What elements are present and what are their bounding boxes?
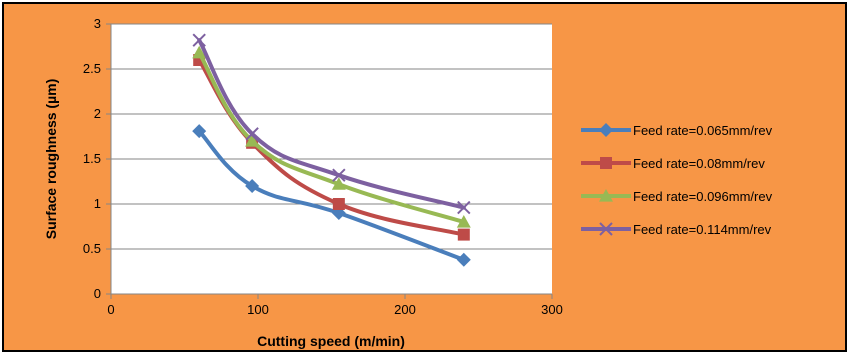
gridlines [111, 23, 552, 250]
series-3 [192, 45, 471, 228]
series-line [197, 50, 466, 224]
legend-entry: Feed rate=0.114mm/rev [581, 222, 772, 237]
data-point [192, 45, 207, 59]
legend-marker [600, 157, 612, 169]
legend-entry: Feed rate=0.08mm/rev [581, 156, 765, 171]
data-point [331, 177, 346, 190]
y-tick-label: 1 [94, 196, 101, 211]
chart-frame: 0 0.5 1 1.5 2 2.5 3 0 100 200 300 Feed rate=0.065m… [2, 2, 847, 352]
x-axis-title: Cutting speed (m/min) [257, 333, 405, 349]
data-point [245, 179, 260, 193]
y-tick-label: 0.5 [83, 241, 101, 256]
y-axis-title: Surface roughness (µm) [43, 79, 59, 240]
x-tick-label: 200 [394, 302, 416, 317]
legend-label: Feed rate=0.08mm/rev [633, 156, 765, 171]
x-marker-stroke [332, 168, 346, 182]
y-tick-label: 3 [94, 16, 101, 31]
y-tick-label: 2 [94, 106, 101, 121]
y-tick-label: 2.5 [83, 61, 101, 76]
legend-marker [599, 189, 613, 202]
legend-label: Feed rate=0.065mm/rev [633, 123, 773, 138]
x-tick-label: 300 [541, 302, 563, 317]
data-point [192, 33, 206, 47]
data-point [192, 124, 207, 139]
x-marker-stroke [192, 33, 206, 47]
data-series [192, 33, 471, 267]
legend-marker [599, 222, 613, 236]
axes: 0 0.5 1 1.5 2 2.5 3 0 100 200 300 [83, 16, 563, 317]
line-chart: 0 0.5 1 1.5 2 2.5 3 0 100 200 300 Feed rate=0.065m… [43, 16, 773, 349]
legend-label: Feed rate=0.096mm/rev [633, 189, 773, 204]
legend: Feed rate=0.065mm/rev Feed rate=0.08mm/re… [581, 123, 773, 237]
y-tick-label: 1.5 [83, 151, 101, 166]
data-point [456, 215, 471, 228]
x-tick-label: 0 [107, 302, 114, 317]
legend-marker [599, 123, 613, 137]
legend-label: Feed rate=0.114mm/rev [633, 222, 772, 237]
data-point [245, 127, 259, 141]
legend-entry: Feed rate=0.096mm/rev [581, 189, 773, 204]
series-4 [192, 33, 471, 215]
x-tick-label: 100 [247, 302, 269, 317]
data-point [332, 168, 346, 182]
x-marker-stroke [457, 200, 471, 215]
series-line [197, 38, 466, 210]
data-point [457, 200, 471, 215]
series-line [197, 129, 466, 262]
x-marker-stroke [245, 127, 259, 141]
data-point [332, 198, 345, 210]
x-marker-stroke [599, 222, 613, 236]
legend-entry: Feed rate=0.065mm/rev [581, 123, 773, 138]
y-tick-label: 0 [94, 286, 101, 301]
data-point [245, 134, 260, 147]
data-point [457, 228, 470, 241]
